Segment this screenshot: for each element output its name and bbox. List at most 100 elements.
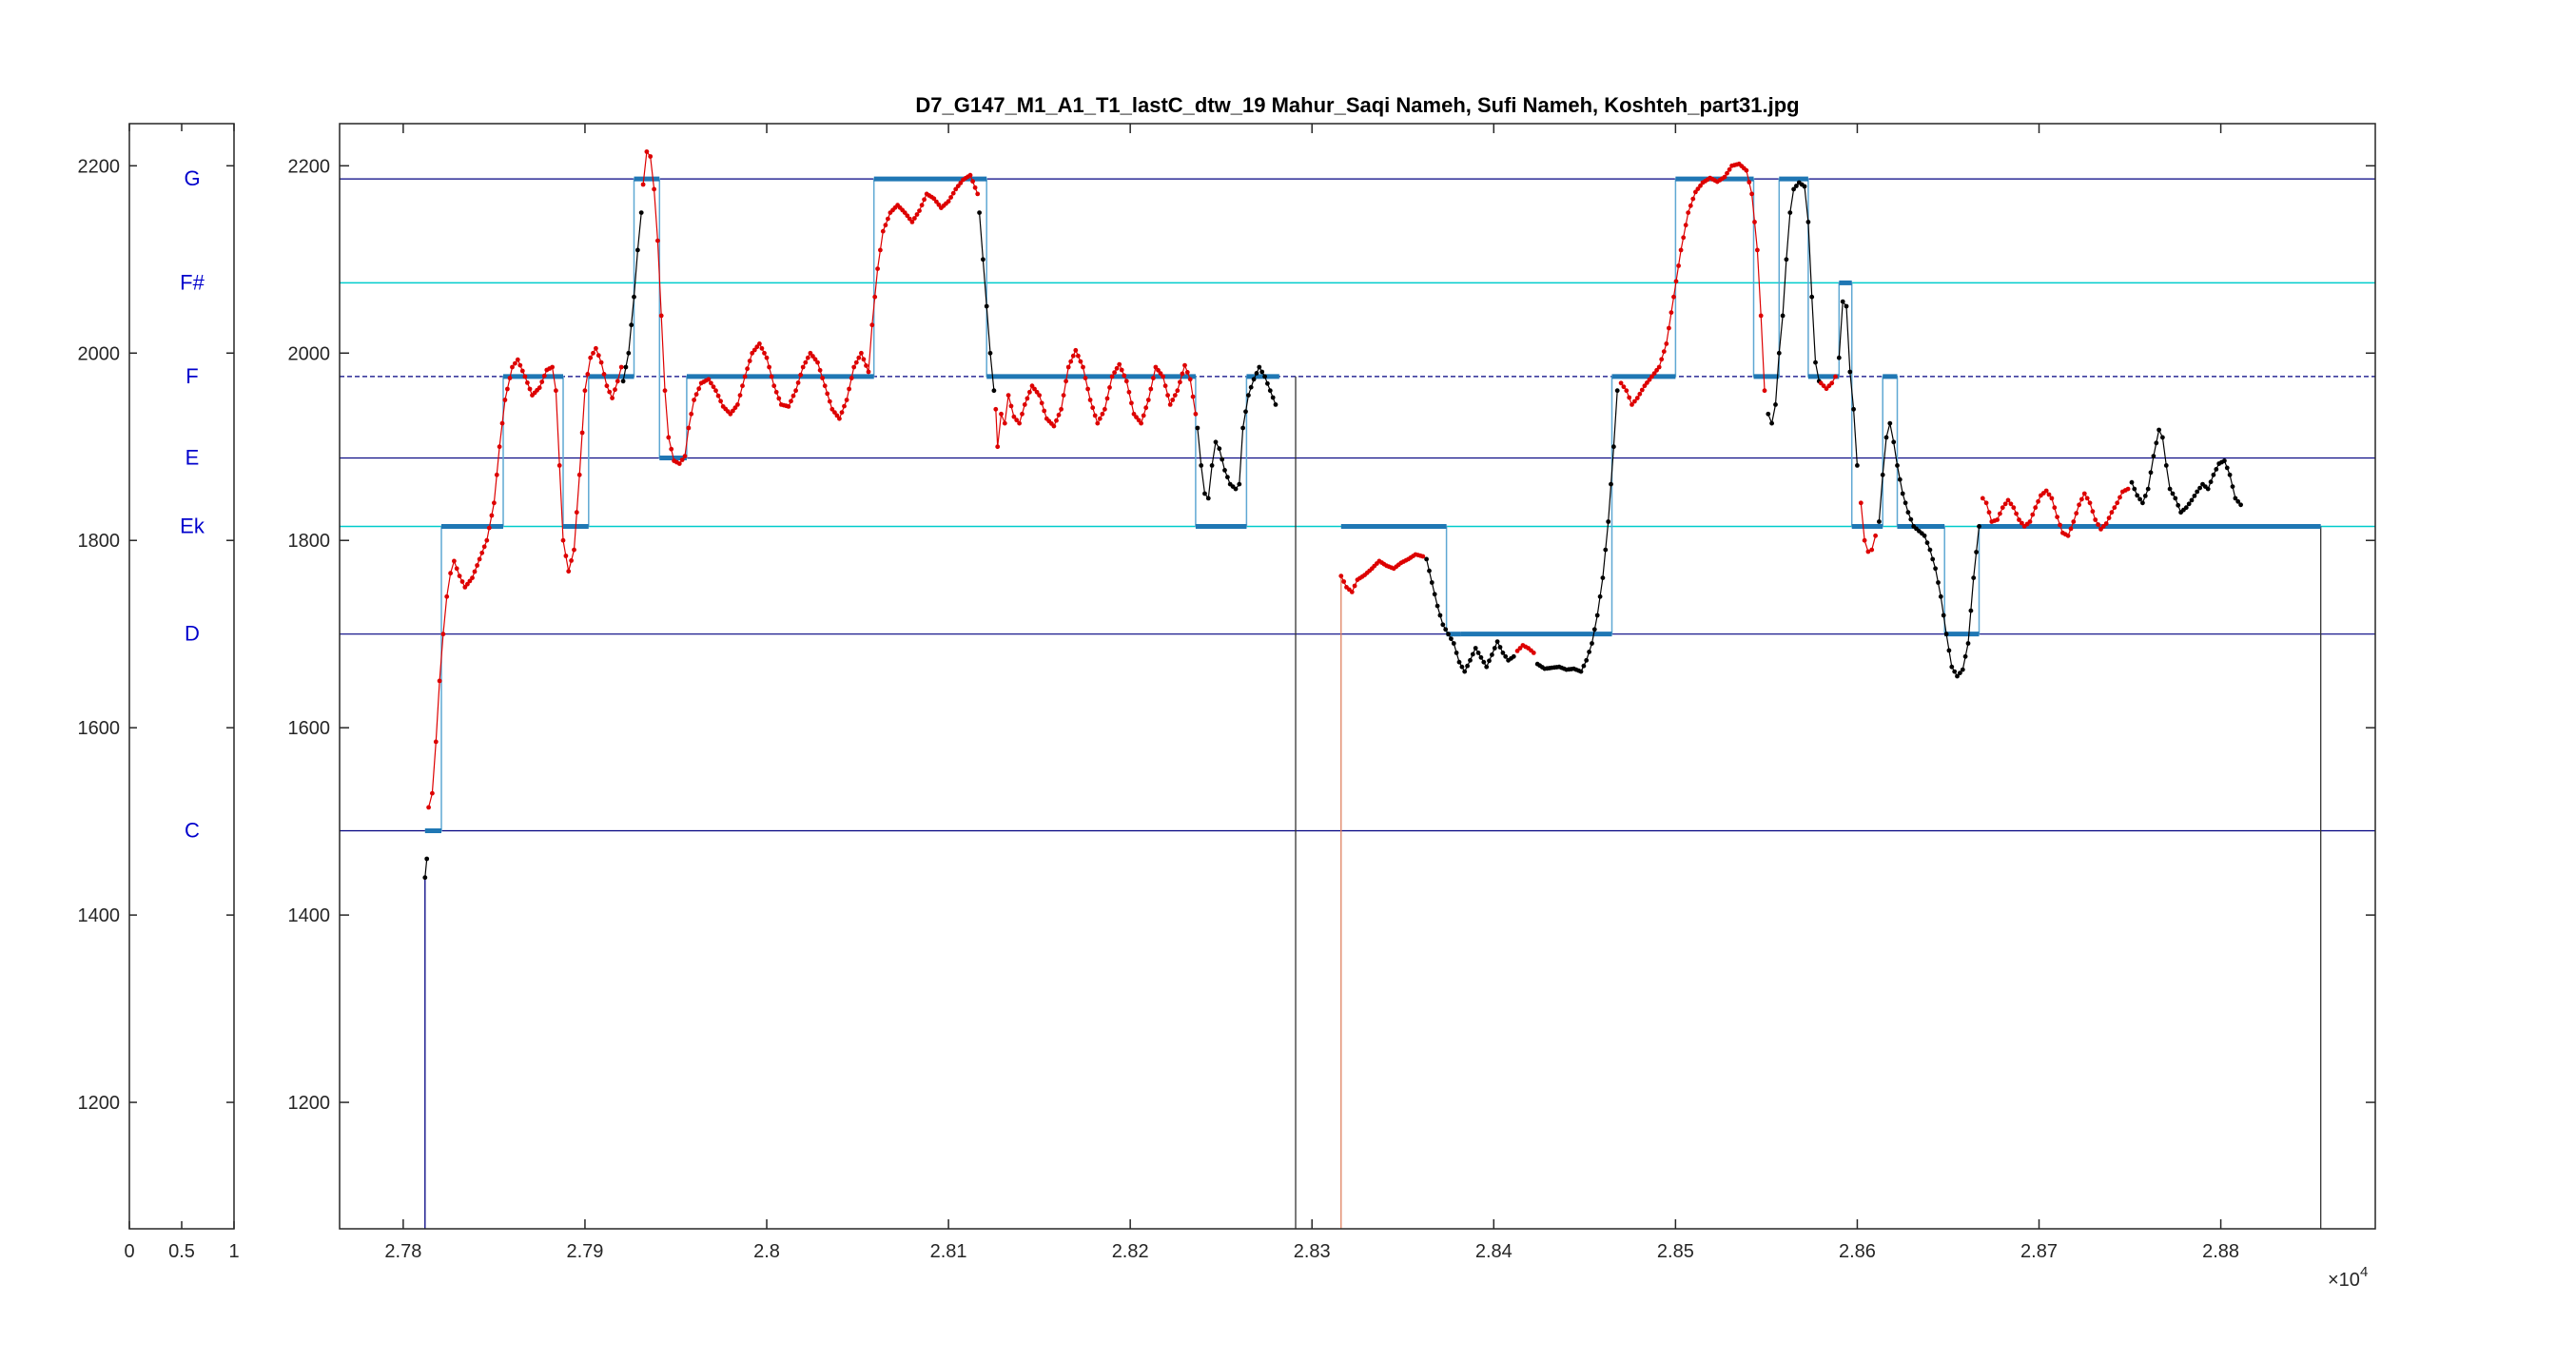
contour-point: [883, 223, 888, 228]
contour-point: [1190, 394, 1196, 399]
contour-point: [481, 544, 487, 550]
contour-point: [1943, 632, 1949, 637]
contour-point: [1922, 533, 1927, 538]
contour-point: [462, 585, 468, 590]
contour-point: [1225, 475, 1230, 480]
contour-point: [1609, 481, 1613, 487]
contour-point: [709, 380, 713, 386]
contour-point: [686, 425, 692, 431]
contour-point: [909, 220, 915, 224]
contour-point: [1237, 481, 1242, 487]
contour-point: [773, 389, 779, 395]
contour-point: [958, 181, 964, 185]
contour-point: [817, 367, 823, 373]
note-label-f-sharp: F#: [180, 270, 205, 294]
contour-point: [510, 364, 515, 370]
contour-point: [1578, 669, 1584, 674]
contour-point: [1078, 359, 1083, 364]
contour-point: [1873, 533, 1878, 538]
contour-point: [613, 387, 617, 393]
contour-point: [1220, 457, 1225, 462]
contour-point: [1773, 402, 1778, 407]
contour-point: [1265, 380, 1270, 386]
contour-point: [492, 500, 497, 506]
contour-point: [1805, 220, 1811, 224]
contour-point: [1758, 313, 1764, 319]
contour-point: [2233, 496, 2238, 501]
contour-point: [1669, 310, 1674, 315]
contour-point: [1514, 649, 1520, 653]
contour-point: [1784, 257, 1789, 262]
contour-point: [566, 569, 572, 574]
contour-point: [1952, 669, 1958, 674]
contour-point: [1424, 556, 1429, 562]
contour-point: [601, 372, 607, 377]
contour-point: [1642, 383, 1648, 389]
contour-point: [737, 393, 743, 398]
contour-point: [1027, 389, 1032, 395]
contour-point: [2036, 498, 2041, 504]
contour-point: [1076, 353, 1081, 359]
contour-point: [902, 210, 907, 216]
contour-point: [457, 574, 462, 578]
contour-point: [2074, 511, 2079, 516]
contour-point: [585, 372, 591, 377]
contour-point: [2033, 505, 2039, 511]
contour-point: [1531, 651, 1536, 655]
left-x-tick-label: 1: [228, 1241, 239, 1262]
contour-point: [1936, 580, 1941, 585]
contour-point: [1688, 203, 1693, 208]
contour-point: [1647, 377, 1652, 382]
contour-point: [731, 408, 735, 414]
contour-point: [632, 294, 636, 300]
contour-point: [1020, 411, 1025, 417]
contour-point: [2098, 527, 2103, 532]
contour-point: [1818, 380, 1824, 386]
contour-point: [629, 322, 634, 328]
contour-point: [1651, 371, 1657, 376]
contour-point: [1117, 361, 1122, 367]
contour-point: [1487, 658, 1492, 664]
contour-point: [1656, 364, 1662, 370]
contour-point: [844, 398, 849, 402]
contour-point: [640, 182, 646, 187]
contour-point: [556, 463, 562, 468]
contour-point: [1766, 411, 1771, 417]
contour-point: [1446, 632, 1451, 637]
pitch-plot-axes-box: [339, 123, 2376, 1230]
contour-point: [740, 383, 745, 389]
contour-point: [1123, 379, 1129, 384]
contour-point: [1971, 575, 1977, 580]
contour-point: [970, 179, 975, 185]
contour-point: [1606, 519, 1611, 524]
contour-point: [1891, 439, 1897, 445]
contour-point: [914, 212, 920, 217]
contour-point: [2170, 491, 2176, 496]
contour-point: [1437, 612, 1443, 618]
contour-point: [1905, 510, 1911, 515]
contour-point: [582, 388, 588, 394]
contour-point: [1070, 353, 1076, 359]
contour-point: [1986, 510, 1992, 515]
contour-point: [2160, 435, 2165, 440]
contour-point: [615, 379, 620, 384]
contour-point: [754, 344, 760, 350]
contour-point: [856, 355, 862, 360]
contour-point: [1175, 388, 1181, 394]
contour-point: [1946, 648, 1952, 653]
contour-point: [1182, 362, 1187, 368]
contour-point: [1500, 651, 1506, 655]
contour-point: [1836, 355, 1842, 360]
contour-point: [2192, 494, 2197, 498]
contour-point: [594, 345, 598, 351]
contour-point: [950, 190, 956, 196]
contour-point: [644, 149, 650, 154]
contour-point: [569, 558, 574, 563]
contour-point: [936, 202, 942, 207]
contour-point: [607, 389, 613, 395]
main-x-tick-label: 2.8: [753, 1241, 780, 1262]
contour-point: [886, 216, 890, 222]
contour-point: [907, 216, 912, 222]
contour-point: [433, 739, 439, 745]
